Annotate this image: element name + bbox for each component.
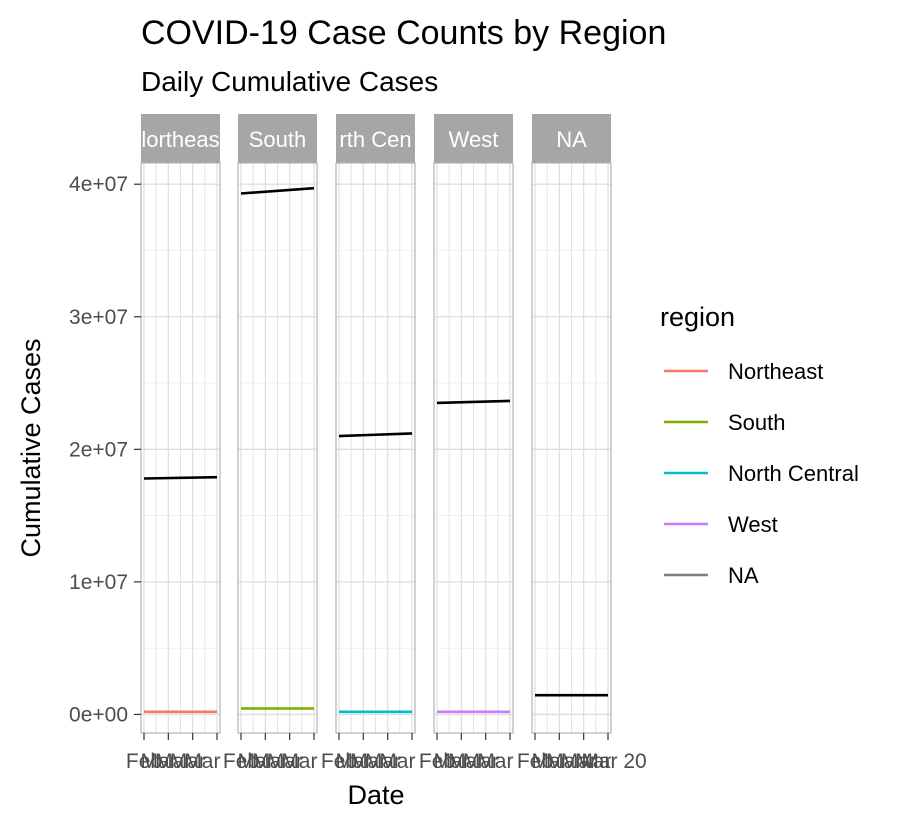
x-axis-title: Date bbox=[347, 780, 404, 810]
chart-title: COVID-19 Case Counts by Region bbox=[141, 14, 666, 52]
x-tick-label: Mar bbox=[546, 750, 582, 773]
x-tick-label: Feb bbox=[517, 750, 553, 773]
y-axis: 0e+00 1e+07 2e+07 3e+07 4e+07 bbox=[69, 173, 141, 726]
x-tick-label: Mar bbox=[155, 750, 191, 773]
legend-label: North Central bbox=[728, 461, 859, 486]
facet-strip-label: West bbox=[449, 127, 499, 152]
legend-label: NA bbox=[728, 563, 759, 588]
y-tick-label: 3e+07 bbox=[69, 306, 128, 329]
x-tick-label: Mar bbox=[350, 750, 386, 773]
panel-south: South bbox=[237, 114, 318, 734]
facet-strip-label: lortheas bbox=[141, 127, 219, 152]
x-tick-label: Mar bbox=[463, 750, 499, 773]
x-tick-label: Mar bbox=[575, 750, 611, 773]
y-axis-title: Cumulative Cases bbox=[16, 338, 46, 557]
facet-strip bbox=[141, 114, 220, 163]
panel-border bbox=[140, 162, 221, 734]
series-line-north-central-total bbox=[338, 432, 413, 438]
legend-label: South bbox=[728, 410, 786, 435]
x-tick-label: Mar bbox=[365, 750, 401, 773]
x-tick-label: Mar bbox=[184, 750, 220, 773]
legend-item-north-central: North Central bbox=[664, 461, 859, 486]
facet-strip-label: rth Cen bbox=[339, 127, 411, 152]
x-tick-label: Mar 20 bbox=[581, 750, 646, 773]
panel-north-central: rth Cen bbox=[335, 114, 416, 734]
x-tick-label: Mar bbox=[170, 750, 206, 773]
legend-item-west: West bbox=[664, 512, 778, 537]
panel-northeast: lortheas bbox=[140, 114, 221, 734]
x-tick-label: Mar bbox=[379, 750, 415, 773]
panel-border bbox=[433, 162, 514, 734]
y-tick-label: 0e+00 bbox=[69, 703, 128, 726]
y-tick-label: 1e+07 bbox=[69, 571, 128, 594]
x-tick-label: Mar bbox=[448, 750, 484, 773]
x-tick-label: Mar bbox=[561, 750, 597, 773]
x-tick-label: Mar bbox=[477, 750, 513, 773]
y-tick-label: 2e+07 bbox=[69, 438, 128, 461]
panel-border bbox=[237, 162, 318, 734]
y-tick-label: 4e+07 bbox=[69, 173, 128, 196]
x-tick-label: Mar bbox=[141, 750, 177, 773]
legend-title: region bbox=[660, 302, 735, 332]
facet-strip bbox=[532, 114, 611, 163]
facet-strip-label: South bbox=[249, 127, 307, 152]
panel-na: NA bbox=[531, 114, 612, 734]
panel-border bbox=[531, 162, 612, 734]
facet-strip bbox=[434, 114, 513, 163]
x-tick-label: Feb bbox=[223, 750, 259, 773]
x-tick-label: Feb bbox=[321, 750, 357, 773]
x-tick-label: Mar bbox=[238, 750, 274, 773]
facet-strip bbox=[336, 114, 415, 163]
x-tick-label: Mar bbox=[532, 750, 568, 773]
legend: region Northeast South North Central West NA bbox=[660, 302, 859, 588]
legend-item-south: South bbox=[664, 410, 786, 435]
series-line-west-total bbox=[436, 399, 511, 405]
facet-strip-label: NA bbox=[556, 127, 587, 152]
panel-west: West bbox=[433, 114, 514, 734]
x-tick-label: Mar bbox=[267, 750, 303, 773]
series-line-northeast-total bbox=[143, 475, 218, 480]
legend-label: West bbox=[728, 512, 778, 537]
x-tick-label: Feb bbox=[419, 750, 455, 773]
x-tick-label: Mar bbox=[281, 750, 317, 773]
legend-item-na: NA bbox=[664, 563, 759, 588]
legend-item-northeast: Northeast bbox=[664, 359, 823, 384]
x-tick-label: Mar bbox=[252, 750, 288, 773]
legend-label: Northeast bbox=[728, 359, 823, 384]
chart-subtitle: Daily Cumulative Cases bbox=[141, 66, 438, 97]
x-tick-label: Mar bbox=[434, 750, 470, 773]
facet-panels: lortheas South rth Cen West NA bbox=[140, 114, 612, 734]
facet-strip bbox=[238, 114, 317, 163]
x-tick-label: Mar bbox=[336, 750, 372, 773]
series-line-south-total bbox=[240, 186, 315, 195]
x-tick-label: Feb bbox=[126, 750, 162, 773]
panel-border bbox=[335, 162, 416, 734]
